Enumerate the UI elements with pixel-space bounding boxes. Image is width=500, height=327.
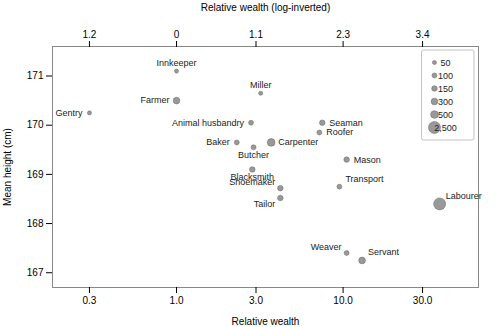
- svg-text:Servant: Servant: [368, 247, 400, 257]
- svg-text:100: 100: [438, 71, 453, 81]
- svg-text:Shoemaker: Shoemaker: [229, 177, 275, 187]
- svg-text:0.3: 0.3: [82, 295, 96, 306]
- svg-text:0: 0: [174, 29, 180, 40]
- svg-text:3.0: 3.0: [249, 295, 263, 306]
- svg-text:1.1: 1.1: [249, 29, 263, 40]
- svg-text:Gentry: Gentry: [55, 108, 83, 118]
- svg-text:Animal husbandry: Animal husbandry: [172, 118, 245, 128]
- svg-text:150: 150: [438, 84, 453, 94]
- svg-text:Mason: Mason: [354, 155, 381, 165]
- svg-text:Relative wealth (log-inverted): Relative wealth (log-inverted): [201, 2, 331, 13]
- svg-text:Butcher: Butcher: [238, 150, 269, 160]
- svg-text:50: 50: [440, 58, 450, 68]
- svg-text:170: 170: [27, 119, 44, 130]
- svg-text:Labourer: Labourer: [446, 191, 482, 201]
- svg-text:Roofer: Roofer: [326, 127, 353, 137]
- svg-text:167: 167: [27, 267, 44, 278]
- svg-text:Carpenter: Carpenter: [278, 137, 318, 147]
- svg-text:169: 169: [27, 169, 44, 180]
- svg-text:10.0: 10.0: [333, 295, 353, 306]
- svg-text:Transport: Transport: [345, 174, 384, 184]
- svg-text:Seaman: Seaman: [329, 118, 363, 128]
- svg-text:1.2: 1.2: [82, 29, 96, 40]
- svg-text:Farmer: Farmer: [141, 95, 170, 105]
- svg-text:Miller: Miller: [250, 80, 272, 90]
- svg-text:300: 300: [438, 97, 453, 107]
- svg-text:Tailor: Tailor: [254, 199, 276, 209]
- svg-text:1.0: 1.0: [170, 295, 184, 306]
- svg-text:Innkeeper: Innkeeper: [157, 58, 197, 68]
- svg-text:168: 168: [27, 218, 44, 229]
- svg-text:3.4: 3.4: [416, 29, 430, 40]
- svg-text:2.3: 2.3: [336, 29, 350, 40]
- svg-text:Mean height (cm): Mean height (cm): [2, 128, 13, 206]
- svg-text:Relative wealth: Relative wealth: [232, 316, 300, 327]
- svg-text:30.0: 30.0: [413, 295, 433, 306]
- svg-text:500: 500: [438, 110, 453, 120]
- svg-text:Baker: Baker: [206, 137, 230, 147]
- svg-text:2,500: 2,500: [434, 123, 457, 133]
- svg-text:Weaver: Weaver: [311, 242, 342, 252]
- svg-text:171: 171: [27, 70, 44, 81]
